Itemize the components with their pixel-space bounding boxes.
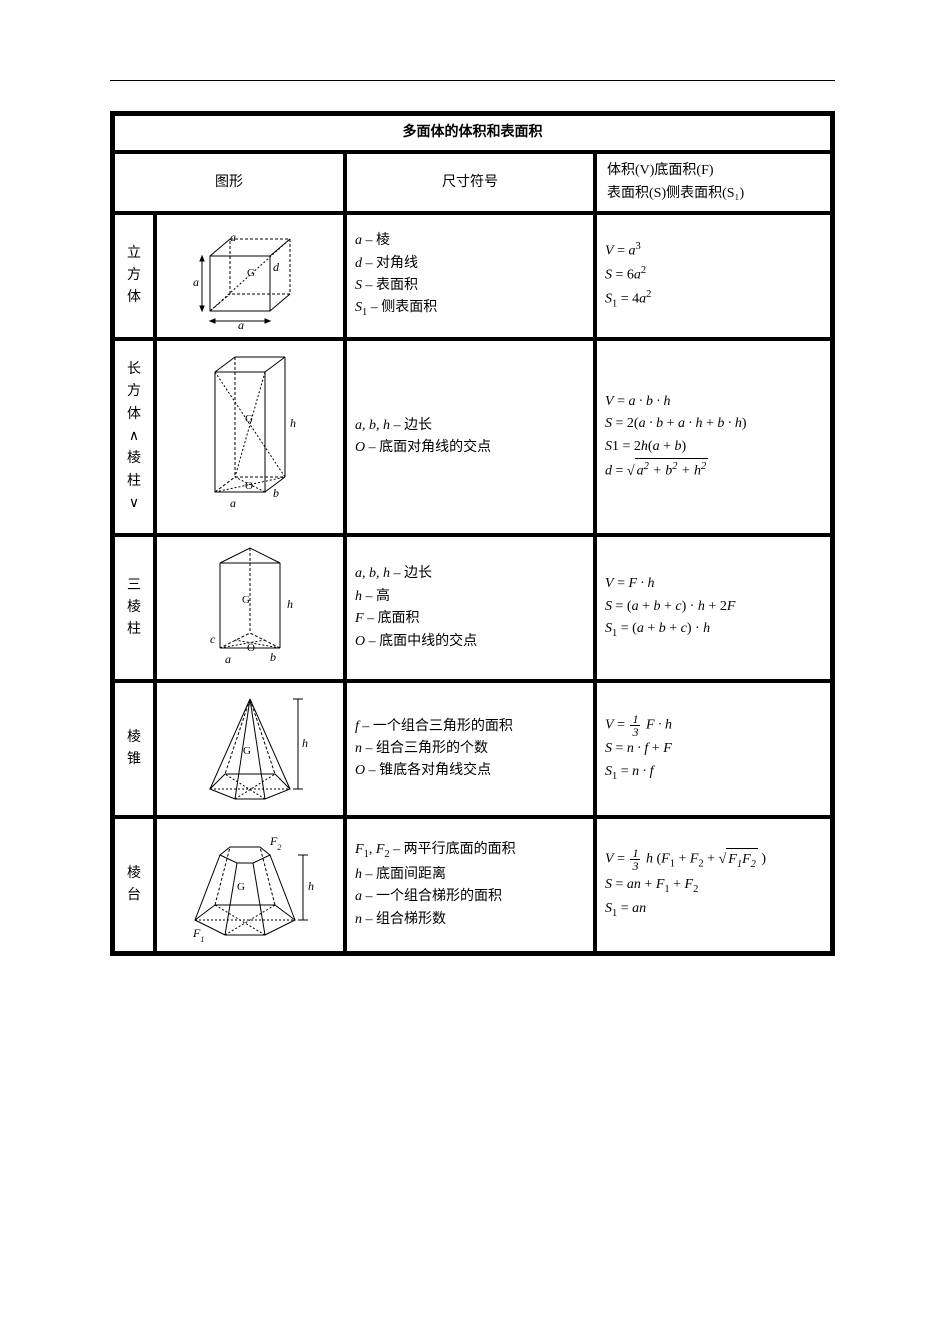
table-title: 多面体的体积和表面积 — [114, 115, 831, 151]
row-label-triprism: 三棱柱 — [114, 536, 154, 680]
symbols-triprism: a, b, h – 边长 h – 高 F – 底面积 O – 底面中线的交点 — [346, 536, 594, 680]
table-row: 棱锥 — [114, 682, 831, 816]
svg-text:a: a — [238, 318, 244, 331]
table-row: 长方体∧棱柱∨ — [114, 340, 831, 534]
svg-text:c: c — [210, 632, 216, 646]
page: 多面体的体积和表面积 图形 尺寸符号 体积(V)底面积(F) 表面积(S)侧表面… — [0, 0, 945, 1016]
svg-text:h: h — [287, 597, 293, 611]
svg-text:a: a — [193, 275, 199, 289]
svg-text:a: a — [230, 496, 236, 510]
formula-table: 多面体的体积和表面积 图形 尺寸符号 体积(V)底面积(F) 表面积(S)侧表面… — [110, 111, 835, 956]
symbols-pyramid: f – 一个组合三角形的面积 n – 组合三角形的个数 O – 锥底各对角线交点 — [346, 682, 594, 816]
header-formulas-l2: 表面积(S)侧表面积(S₁) — [607, 186, 744, 201]
row-label-cube: 立方体 — [114, 214, 154, 338]
header-formulas: 体积(V)底面积(F) 表面积(S)侧表面积(S₁) — [596, 153, 831, 212]
symbols-cube: a – 棱 d – 对角线 S – 表面积 S1 – 侧表面积 — [346, 214, 594, 338]
svg-text:h: h — [290, 416, 296, 430]
svg-text:G: G — [237, 881, 245, 893]
formulas-pyramid: V = 13 F · h S = n · f + F S1 = n · f — [596, 682, 831, 816]
formulas-triprism: V = F · h S = (a + b + c) · h + 2F S1 = … — [596, 536, 831, 680]
svg-text:b: b — [270, 650, 276, 664]
figure-frustum: G F2 F1 h — [156, 818, 344, 952]
row-label-frustum: 棱台 — [114, 818, 154, 952]
header-symbols: 尺寸符号 — [346, 153, 594, 212]
row-label-pyramid: 棱锥 — [114, 682, 154, 816]
figure-pyramid: G h — [156, 682, 344, 816]
svg-text:G: G — [247, 267, 255, 279]
svg-text:h: h — [308, 879, 314, 893]
svg-text:G: G — [243, 745, 251, 757]
figure-cube: a a a G d — [156, 214, 344, 338]
table-row: 立方体 — [114, 214, 831, 338]
svg-text:b: b — [273, 486, 279, 500]
svg-text:d: d — [273, 260, 280, 274]
svg-text:O: O — [245, 480, 253, 492]
svg-text:O: O — [247, 642, 255, 654]
svg-text:a: a — [225, 652, 231, 666]
formulas-frustum: V = 13 h (F1 + F2 + F1F2 ) S = an + F1 +… — [596, 818, 831, 952]
svg-text:a: a — [230, 230, 236, 244]
table-row: 棱台 — [114, 818, 831, 952]
svg-text:F2: F2 — [269, 834, 281, 852]
row-label-cuboid: 长方体∧棱柱∨ — [114, 340, 154, 534]
symbols-cuboid: a, b, h – 边长 O – 底面对角线的交点 — [346, 340, 594, 534]
symbols-frustum: F1, F2 – 两平行底面的面积 h – 底面间距离 a – 一个组合梯形的面… — [346, 818, 594, 952]
header-formulas-l1: 体积(V)底面积(F) — [607, 163, 714, 178]
figure-cuboid: G h a b O — [156, 340, 344, 534]
svg-text:G: G — [242, 594, 250, 606]
header-figure: 图形 — [114, 153, 344, 212]
figure-triprism: G h a b c O — [156, 536, 344, 680]
table-row: 三棱柱 — [114, 536, 831, 680]
formulas-cube: V = a3 S = 6a2 S1 = 4a2 — [596, 214, 831, 338]
svg-text:G: G — [245, 413, 253, 425]
top-divider — [110, 80, 835, 81]
svg-text:F1: F1 — [192, 926, 204, 944]
formulas-cuboid: V = a · b · h S = 2(a · b + a · h + b · … — [596, 340, 831, 534]
svg-text:h: h — [302, 736, 308, 750]
